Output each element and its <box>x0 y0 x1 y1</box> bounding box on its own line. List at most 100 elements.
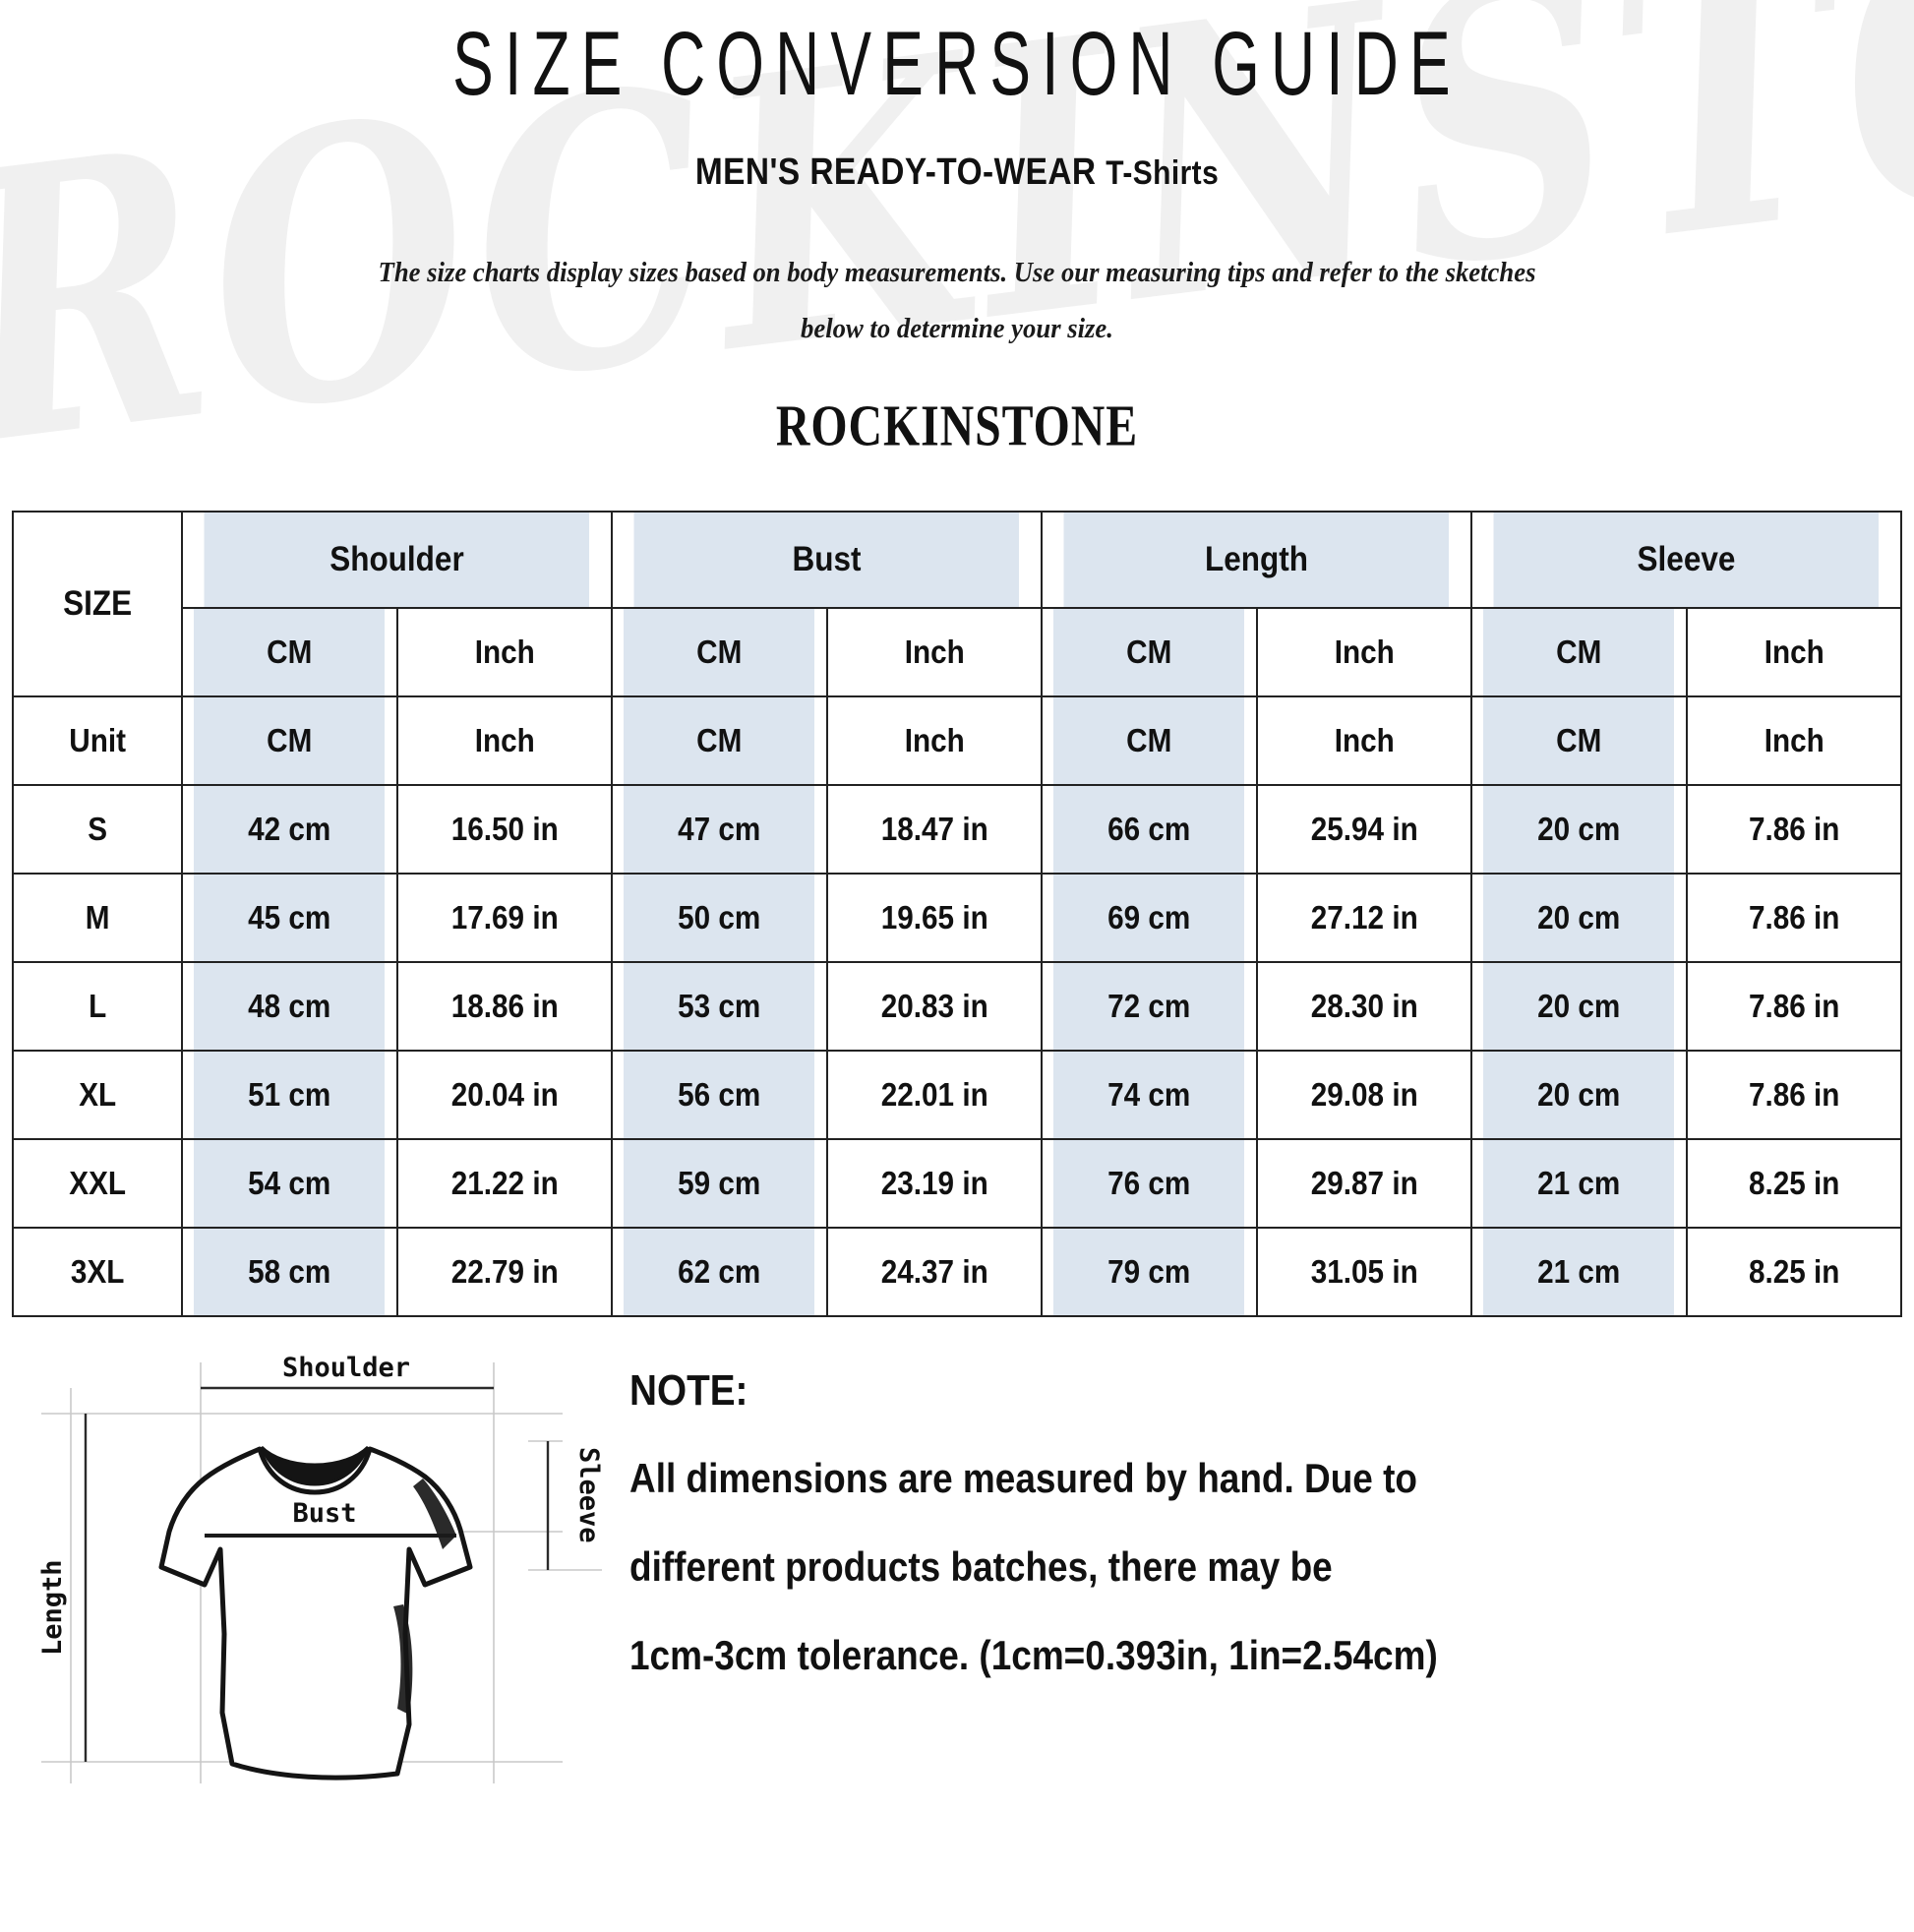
cell-measurement: 21.22 in <box>406 1138 603 1230</box>
unit-row-shoulder-cm: CM <box>192 695 388 787</box>
cell-measurement: 25.94 in <box>1266 784 1463 875</box>
unit-row-length-inch: Inch <box>1266 695 1463 787</box>
header-group-shoulder: Shoulder <box>203 511 592 610</box>
unit-bust-inch: Inch <box>836 607 1033 698</box>
cell-size-label: 3XL <box>20 1227 175 1318</box>
cell-measurement: 59 cm <box>622 1138 817 1230</box>
table-row: XL 51 cm 20.04 in 56 cm 22.01 in 74 cm 29.08 i… <box>13 1050 1901 1141</box>
cell-measurement: 31.05 in <box>1266 1227 1463 1318</box>
cell-measurement: 20.83 in <box>836 961 1033 1053</box>
cell-measurement: 23.19 in <box>836 1138 1033 1230</box>
header-group-sleeve: Sleeve <box>1492 511 1882 610</box>
table-unit-row: CM Inch CM Inch CM Inch CM Inch <box>13 607 1901 698</box>
unit-sleeve-inch: Inch <box>1696 607 1891 698</box>
cell-measurement: 16.50 in <box>406 784 603 875</box>
cell-measurement: 7.86 in <box>1696 873 1891 964</box>
cell-measurement: 69 cm <box>1051 873 1247 964</box>
table-row: L 48 cm 18.86 in 53 cm 20.83 in 72 cm 28.30 in… <box>13 961 1901 1053</box>
tshirt-sleeve-shading <box>393 1479 456 1716</box>
tshirt-sketch-svg: Shoulder Bust Length Sleeve <box>37 1353 604 1784</box>
cell-measurement: 62 cm <box>622 1227 817 1318</box>
cell-measurement: 7.86 in <box>1696 961 1891 1053</box>
page-description: The size charts display sizes based on b… <box>77 245 1837 356</box>
cell-measurement: 66 cm <box>1051 784 1247 875</box>
table-unit-label-row: Unit CM Inch CM Inch CM Inch CM Inch <box>13 695 1901 787</box>
sketch-label-shoulder: Shoulder <box>282 1353 410 1383</box>
note-line-1: All dimensions are measured by hand. Due… <box>629 1455 1417 1502</box>
cell-size-label: S <box>20 784 175 875</box>
cell-measurement: 20 cm <box>1481 1050 1677 1141</box>
unit-row-length-cm: CM <box>1051 695 1247 787</box>
unit-sleeve-cm: CM <box>1481 607 1677 698</box>
brand-name: ROCKINSTONE <box>775 394 1139 459</box>
sketch-label-length: Length <box>37 1560 68 1657</box>
page-title: SIZE CONVERSION GUIDE <box>452 12 1462 114</box>
cell-size-label: M <box>20 873 175 964</box>
cell-measurement: 48 cm <box>192 961 388 1053</box>
cell-measurement: 54 cm <box>192 1138 388 1230</box>
cell-measurement: 76 cm <box>1051 1138 1247 1230</box>
unit-row-sleeve-inch: Inch <box>1696 695 1891 787</box>
unit-row-bust-inch: Inch <box>836 695 1033 787</box>
unit-shoulder-cm: CM <box>192 607 388 698</box>
unit-length-inch: Inch <box>1266 607 1463 698</box>
cell-measurement: 21 cm <box>1481 1138 1677 1230</box>
cell-size-label: XL <box>20 1050 175 1141</box>
cell-measurement: 8.25 in <box>1696 1138 1891 1230</box>
cell-measurement: 51 cm <box>192 1050 388 1141</box>
cell-measurement: 47 cm <box>622 784 817 875</box>
cell-measurement: 45 cm <box>192 873 388 964</box>
cell-measurement: 28.30 in <box>1266 961 1463 1053</box>
cell-measurement: 29.87 in <box>1266 1138 1463 1230</box>
cell-measurement: 56 cm <box>622 1050 817 1141</box>
cell-measurement: 7.86 in <box>1696 784 1891 875</box>
cell-measurement: 58 cm <box>192 1227 388 1318</box>
cell-measurement: 20 cm <box>1481 961 1677 1053</box>
table-group-header-row: SIZE Shoulder Bust Length Sleeve <box>13 511 1901 698</box>
cell-measurement: 17.69 in <box>406 873 603 964</box>
cell-measurement: 27.12 in <box>1266 873 1463 964</box>
note-line-3: 1cm-3cm tolerance. (1cm=0.393in, 1in=2.5… <box>629 1632 1438 1679</box>
bottom-section: Shoulder Bust Length Sleeve NOTE: All di… <box>0 1339 1914 1801</box>
dimension-arrows <box>84 1386 550 1763</box>
sketch-label-bust: Bust <box>292 1498 356 1529</box>
size-conversion-table: SIZE Shoulder Bust Length Sleeve CM Inch… <box>12 511 1902 1318</box>
table-row: 3XL 58 cm 22.79 in 62 cm 24.37 in 79 cm 31.05 … <box>13 1227 1901 1318</box>
tshirt-measurement-diagram: Shoulder Bust Length Sleeve <box>12 1339 612 1801</box>
sketch-label-sleeve: Sleeve <box>573 1447 604 1543</box>
unit-row-bust-cm: CM <box>622 695 817 787</box>
unit-row-shoulder-inch: Inch <box>406 695 603 787</box>
cell-measurement: 22.01 in <box>836 1050 1033 1141</box>
subtitle-product: T-Shirts <box>1106 154 1220 192</box>
header-group-length: Length <box>1062 511 1452 610</box>
cell-measurement: 53 cm <box>622 961 817 1053</box>
unit-bust-cm: CM <box>622 607 817 698</box>
cell-measurement: 22.79 in <box>406 1227 603 1318</box>
cell-measurement: 19.65 in <box>836 873 1033 964</box>
unit-row-sleeve-cm: CM <box>1481 695 1677 787</box>
page-subtitle: MEN'S READY-TO-WEAR T-Shirts <box>115 151 1799 194</box>
cell-measurement: 42 cm <box>192 784 388 875</box>
cell-size-label: L <box>20 961 175 1053</box>
header-size: SIZE <box>20 511 175 698</box>
tshirt-collar <box>260 1445 370 1486</box>
size-guide-page: SIZE CONVERSION GUIDE MEN'S READY-TO-WEA… <box>0 18 1914 1801</box>
unit-length-cm: CM <box>1051 607 1247 698</box>
cell-measurement: 24.37 in <box>836 1227 1033 1318</box>
header-group-bust: Bust <box>632 511 1022 610</box>
cell-measurement: 20 cm <box>1481 784 1677 875</box>
table-row: XXL 54 cm 21.22 in 59 cm 23.19 in 76 cm 29.87 … <box>13 1138 1901 1230</box>
cell-measurement: 50 cm <box>622 873 817 964</box>
unit-shoulder-inch: Inch <box>406 607 603 698</box>
note-title: NOTE: <box>629 1366 748 1416</box>
note-section: NOTE: All dimensions are measured by han… <box>612 1339 1902 1721</box>
cell-size-label: XXL <box>20 1138 175 1230</box>
description-line-2: below to determine your size. <box>801 312 1113 344</box>
cell-measurement: 18.47 in <box>836 784 1033 875</box>
cell-measurement: 21 cm <box>1481 1227 1677 1318</box>
description-line-1: The size charts display sizes based on b… <box>378 257 1536 288</box>
table-row: M 45 cm 17.69 in 50 cm 19.65 in 69 cm 27.12 in… <box>13 873 1901 964</box>
table-row: S 42 cm 16.50 in 47 cm 18.47 in 66 cm 25.94 in… <box>13 784 1901 875</box>
size-table-container: SIZE Shoulder Bust Length Sleeve CM Inch… <box>12 511 1902 1318</box>
subtitle-category: MEN'S READY-TO-WEAR <box>694 151 1097 193</box>
